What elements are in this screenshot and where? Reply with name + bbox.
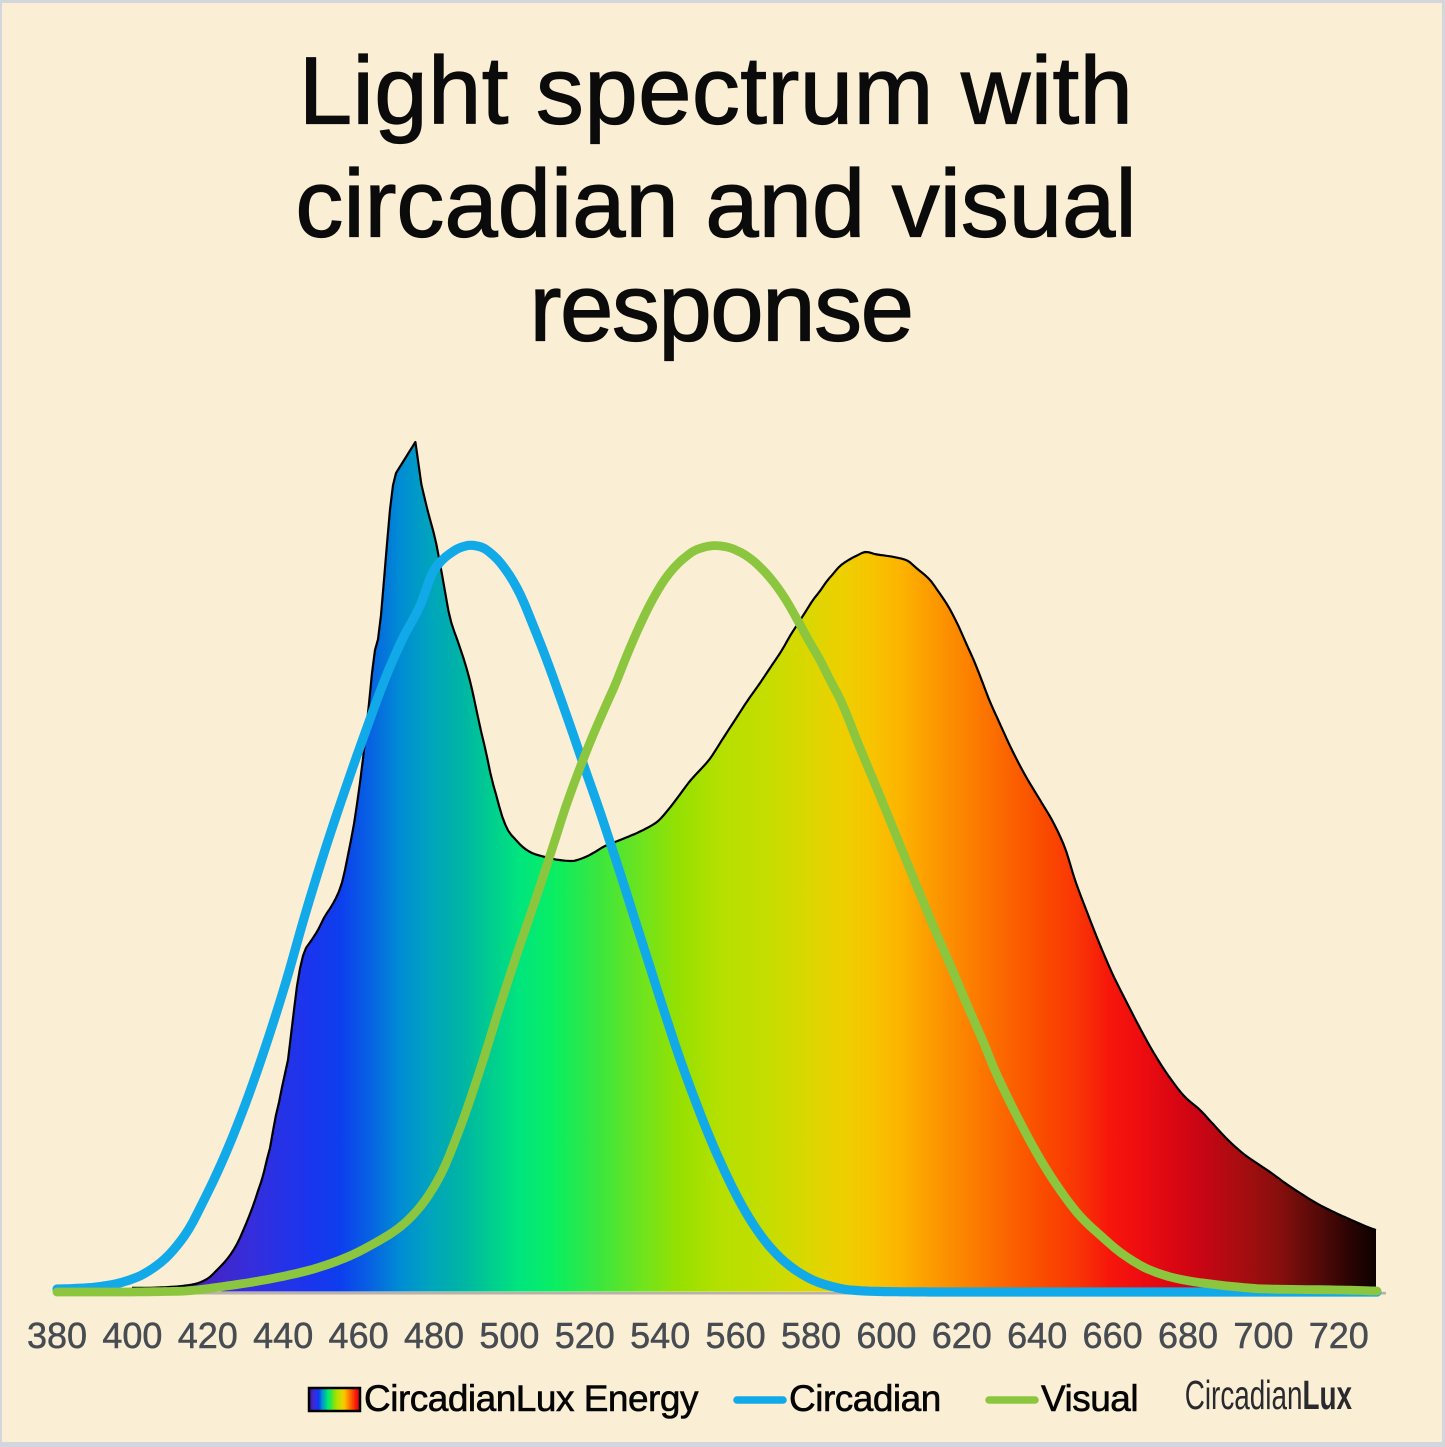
svg-text:circadian and visual: circadian and visual xyxy=(295,151,1136,258)
svg-text:720: 720 xyxy=(1309,1315,1369,1356)
svg-text:600: 600 xyxy=(856,1315,916,1356)
svg-text:700: 700 xyxy=(1233,1315,1293,1356)
svg-text:420: 420 xyxy=(178,1315,238,1356)
svg-text:460: 460 xyxy=(329,1315,389,1356)
svg-text:response: response xyxy=(530,255,913,362)
svg-text:620: 620 xyxy=(932,1315,992,1356)
svg-text:380: 380 xyxy=(27,1315,87,1356)
svg-text:520: 520 xyxy=(555,1315,615,1356)
svg-text:680: 680 xyxy=(1158,1315,1218,1356)
svg-text:Circadian: Circadian xyxy=(789,1378,941,1419)
svg-text:480: 480 xyxy=(404,1315,464,1356)
svg-text:560: 560 xyxy=(706,1315,766,1356)
svg-text:400: 400 xyxy=(102,1315,162,1356)
svg-text:640: 640 xyxy=(1007,1315,1067,1356)
svg-text:CircadianLux Energy: CircadianLux Energy xyxy=(364,1378,699,1419)
svg-text:Visual: Visual xyxy=(1041,1378,1138,1419)
svg-text:580: 580 xyxy=(781,1315,841,1356)
svg-text:540: 540 xyxy=(630,1315,690,1356)
svg-text:440: 440 xyxy=(253,1315,313,1356)
svg-text:CircadianLux: CircadianLux xyxy=(1185,1373,1353,1419)
svg-text:660: 660 xyxy=(1083,1315,1143,1356)
svg-text:500: 500 xyxy=(479,1315,539,1356)
svg-text:Light spectrum with: Light spectrum with xyxy=(299,38,1134,145)
